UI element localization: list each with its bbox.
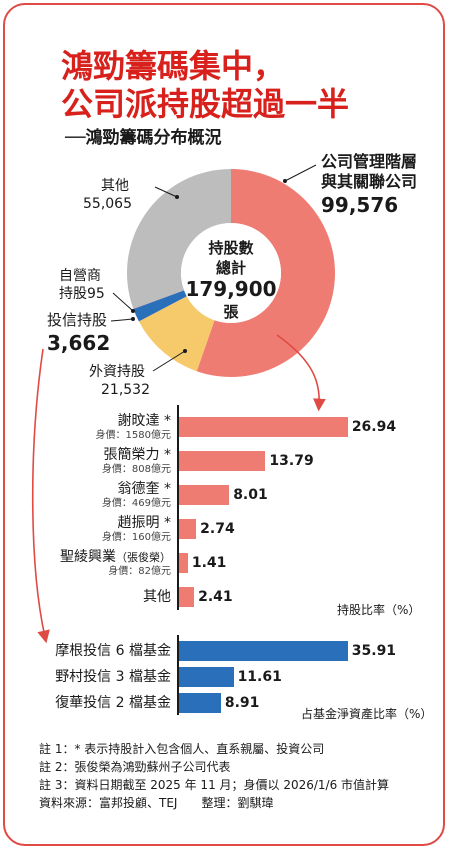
bar2-value-label: 35.91 — [351, 643, 397, 659]
page-title-line2: 公司派持股超過一半 — [61, 85, 350, 123]
slice-label-others: 其他 — [101, 178, 129, 194]
slice-label-company-line2: 與其關聯公司 — [321, 172, 418, 191]
donut-center-unit: 張 — [223, 303, 239, 321]
shareholder-bar-chart: 謝旼達 * 身價：1580億元 26.94 張簡榮力 * 身價：808億元 13.79 翁德… — [5, 405, 443, 615]
slice-value-trust: 3,662 — [47, 331, 111, 355]
slice-label-dealer-line2: 持股95 — [59, 285, 105, 303]
bar1-bar — [179, 587, 195, 607]
leader-line-foreign — [152, 350, 186, 372]
donut-center-line2: 總計 — [215, 259, 246, 277]
bar1-x-axis-label: 持股比率（%） — [337, 603, 421, 617]
slice-label-trust: 投信持股 — [47, 311, 108, 329]
bar2-bar — [179, 641, 348, 661]
slice-value-dealer: 95 — [87, 286, 105, 302]
bar1-value-label: 1.41 — [191, 555, 227, 571]
bar1-category-name: 趙振明 * — [117, 515, 171, 531]
bar1-bar — [179, 485, 230, 505]
slice-value-company: 99,576 — [321, 193, 399, 217]
bar1-net-worth: 身價：82億元 — [108, 566, 171, 577]
bar1-category-label: 聖綾興業（張俊榮） — [60, 549, 171, 566]
leader-line-dealer — [112, 292, 134, 312]
bar1-net-worth: 身價：160億元 — [101, 532, 171, 543]
leader-line-others — [154, 186, 178, 198]
bar2-category-label: 摩根投信 6 檔基金 — [55, 643, 171, 659]
donut-center-line1: 持股數 — [208, 239, 254, 257]
bar2-axis-line — [177, 635, 179, 715]
donut-slice-others — [126, 169, 231, 309]
infographic-card: 鴻勁籌碼集中， 公司派持股超過一半 ──鴻勁籌碼分布概況 持股數 總計 179,… — [3, 3, 445, 846]
bar1-value-label: 13.79 — [269, 453, 314, 469]
bar2-bar — [179, 667, 234, 687]
bar1-bar — [179, 553, 188, 573]
arrow-to-people-bars — [276, 334, 326, 412]
fund-bar-chart: 摩根投信 6 檔基金 35.91 野村投信 3 檔基金 11.61 復華投信 2 檔基金… — [5, 635, 443, 715]
bar1-category-name: 張簡榮力 * — [103, 447, 171, 463]
bar1-value-label: 2.41 — [198, 589, 233, 605]
bar2-x-axis-label: 占基金淨資產比率（%） — [301, 707, 433, 721]
chart-subtitle: ──鴻勁籌碼分布概況 — [65, 128, 222, 148]
bar1-net-worth: 身價：808億元 — [101, 464, 171, 475]
leader-line-trust — [110, 318, 134, 322]
slice-label-company-line1: 公司管理階層 — [321, 152, 418, 171]
bar2-bar — [179, 693, 221, 713]
donut-center-total: 179,900 — [185, 277, 277, 301]
note-2: 註 2：張俊榮為鴻勁蘇州子公司代表 — [39, 760, 231, 774]
note-1: 註 1：* 表示持股計入包含個人、直系親屬、投資公司 — [39, 742, 325, 756]
bar1-net-worth: 身價：469億元 — [101, 498, 171, 509]
donut-hole — [181, 223, 281, 323]
donut-slice-foreign — [138, 296, 215, 372]
slice-value-foreign: 21,532 — [101, 382, 150, 398]
bar1-category-name: 聖綾興業 — [60, 549, 116, 565]
bar1-axis-line — [177, 405, 179, 610]
donut-slice-dealer — [133, 290, 185, 310]
bar2-category-label: 野村投信 3 檔基金 — [55, 669, 171, 685]
bar1-category-label: 其他 — [143, 589, 171, 605]
note-3: 註 3：資料日期截至 2025 年 11 月；身價以 2026/1/6 市值計算 — [39, 778, 390, 792]
page-title-line1: 鴻勁籌碼集中， — [61, 47, 286, 85]
bar1-net-worth: 身價：1580億元 — [95, 430, 171, 441]
bar1-bar — [179, 417, 348, 437]
bar1-category-name: 翁德奎 * — [117, 481, 171, 497]
bar2-value-label: 8.91 — [224, 695, 260, 711]
bar1-bar — [179, 451, 266, 471]
bar2-category-label: 復華投信 2 檔基金 — [55, 695, 171, 711]
bar1-bar — [179, 519, 197, 539]
bar1-value-label: 2.74 — [200, 521, 235, 537]
donut-slice-company — [196, 169, 335, 377]
bar1-value-label: 26.94 — [351, 419, 397, 435]
bar1-category-label: 趙振明 * — [118, 515, 171, 531]
shareholding-donut-chart — [126, 169, 335, 377]
connector-arrows — [31, 164, 326, 644]
donut-slice-trust — [133, 290, 187, 322]
data-source: 資料來源：富邦投顧、TEJ 整理：劉騏瑋 — [39, 796, 274, 810]
bar1-category-label: 張簡榮力 * — [104, 447, 171, 463]
slice-label-dealer-line1: 自營商 — [59, 268, 101, 284]
bar1-category-name: 謝旼達 * — [117, 413, 171, 429]
bar1-category-sub: （張俊榮） — [116, 551, 171, 564]
arrow-to-fund-bars — [31, 348, 50, 644]
slice-label-foreign: 外資持股 — [89, 364, 145, 380]
bar1-category-label: 翁德奎 * — [118, 481, 171, 497]
slice-label-dealer-text: 持股 — [59, 286, 87, 302]
leader-line-company — [284, 164, 317, 182]
slice-value-others: 55,065 — [83, 196, 132, 212]
bar1-value-label: 8.01 — [233, 487, 268, 503]
bar1-category-name: 其他 — [143, 589, 171, 605]
bar2-value-label: 11.61 — [237, 669, 282, 685]
bar1-category-label: 謝旼達 * — [118, 413, 171, 429]
